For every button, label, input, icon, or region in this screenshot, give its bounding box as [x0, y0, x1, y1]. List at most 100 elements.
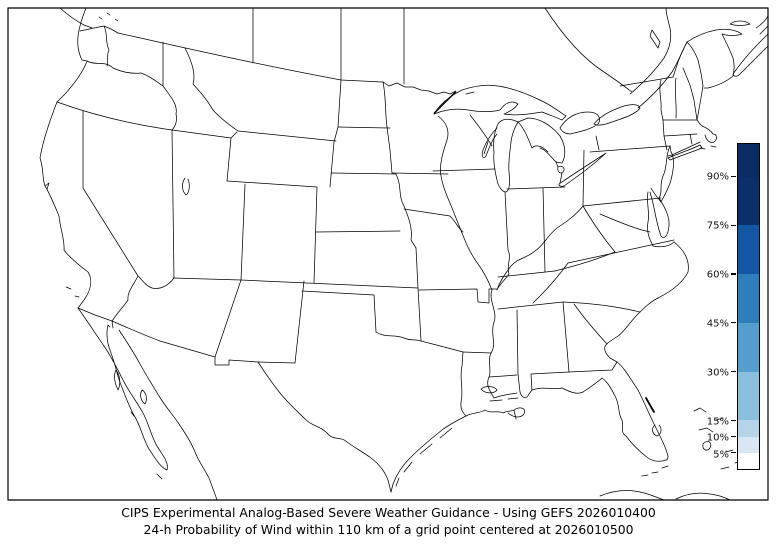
lake-pontchartrain — [480, 386, 498, 394]
border-alabama-florida — [530, 371, 570, 391]
border-arizona-mexico — [111, 320, 216, 358]
prince-edward-island — [729, 20, 751, 26]
colorbar-segment-10-15 — [738, 420, 759, 437]
delaware-bay — [650, 187, 662, 203]
colorbar-label-90: 90% — [706, 171, 729, 183]
midwest — [432, 91, 584, 399]
border-45th-parallel — [619, 76, 674, 87]
great-lakes — [433, 84, 641, 193]
probability-colorbar: 90% 75% 60% 45% 30% 15% 10% 5% — [707, 143, 760, 470]
new-jersey-coast — [660, 151, 674, 203]
caribbean — [599, 407, 743, 501]
mountain-west — [172, 47, 419, 364]
border-minnesota-wisconsin — [437, 115, 449, 141]
louisiana-coast — [465, 409, 515, 417]
plains-states — [301, 81, 498, 417]
gulf-islands — [489, 397, 519, 402]
colorbar-tick-15 — [731, 419, 736, 421]
border-illinois-indiana — [497, 191, 510, 289]
border-arkansas-louisiana — [462, 351, 492, 354]
colorbar-tick-30 — [731, 370, 736, 373]
baja-california-west-coast — [77, 307, 168, 471]
chesapeake-bay — [647, 191, 654, 247]
long-island — [667, 144, 703, 161]
colorbar-label-75: 75% — [706, 220, 729, 232]
border-42nd-parallel — [56, 101, 232, 139]
colorbar-segment-45-60 — [738, 274, 759, 323]
border-104w-meridian — [329, 79, 342, 188]
border-louisiana-mississippi — [488, 374, 518, 378]
colorbar-label-5: 5% — [713, 449, 729, 461]
virginia-capes-coast — [652, 241, 675, 248]
border-utah-colorado — [240, 183, 246, 281]
texas-mexico — [77, 307, 467, 501]
border-south-dakota-nebraska — [330, 172, 397, 175]
figure-caption: CIPS Experimental Analog-Based Severe We… — [0, 505, 777, 538]
colorbar-label-60: 60% — [706, 269, 729, 281]
border-washington-oregon — [86, 60, 164, 87]
lake-huron-east-shore — [527, 117, 566, 164]
border-california-arizona-river — [111, 275, 139, 322]
pacific-northwest — [56, 7, 232, 139]
border-wisconsin-illinois — [432, 168, 496, 172]
colorbar-segment-60-75 — [738, 225, 759, 274]
california-coast — [39, 101, 92, 309]
great-salt-lake — [182, 177, 190, 196]
border-vermont-new-hampshire — [674, 77, 677, 119]
upper-mississippi-river — [440, 139, 493, 291]
colorbar-tick-10 — [731, 435, 736, 438]
border-minnesota-canada — [382, 81, 457, 114]
border-michigan-indiana-ohio — [506, 186, 566, 190]
georgian-bay — [559, 111, 600, 135]
california-nevada — [39, 101, 175, 322]
delaware-river-border — [658, 145, 671, 199]
nantucket-marthas-vineyard — [699, 145, 717, 150]
outer-banks-coast — [604, 241, 689, 363]
border-37th-parallel — [172, 277, 419, 289]
border-mississippi-alabama — [516, 309, 521, 393]
lake-superior-north-shore — [433, 84, 567, 117]
gulf-of-california-islands — [114, 369, 163, 480]
border-virginia-north-carolina — [567, 239, 675, 264]
colorbar-label-45: 45% — [706, 318, 729, 330]
border-new-york-pennsylvania — [589, 145, 671, 153]
florida-gulf — [465, 361, 669, 477]
border-idaho-montana — [184, 47, 239, 132]
colorbar-tick-60 — [731, 273, 736, 275]
texas-barrier-islands — [395, 427, 453, 487]
border-minnesota-iowa — [391, 172, 449, 175]
border-texas-oklahoma-100w — [373, 294, 377, 333]
border-nevada-utah — [171, 129, 175, 279]
florida-panhandle-coast — [531, 387, 584, 394]
colorbar-segment-30-45 — [738, 322, 759, 372]
rio-grande — [257, 361, 392, 493]
border-rhode-island-connecticut — [689, 133, 693, 145]
channel-islands — [65, 286, 80, 298]
border-wisconsin-michigan — [469, 114, 493, 147]
st-lawrence-south-bank — [637, 41, 688, 109]
potomac-river — [599, 213, 651, 233]
mason-dixon-line — [582, 197, 662, 207]
cape-canaveral-barrier — [645, 397, 655, 413]
san-juan-islands — [98, 12, 119, 22]
border-texas-louisiana-sabine — [460, 351, 467, 417]
canada-borders — [117, 7, 769, 114]
border-minnesota-south-dakota — [386, 126, 393, 174]
border-new-mexico-mexico-bootheel — [214, 356, 259, 366]
washington-coast — [77, 7, 88, 62]
border-colorado-east — [313, 186, 318, 284]
border-new-hampshire-maine — [682, 67, 698, 121]
border-new-york-new-jersey — [669, 145, 672, 153]
border-tennessee-north-carolina — [532, 262, 569, 304]
colorbar-label-15: 15% — [706, 416, 729, 428]
isle-royale — [465, 91, 475, 95]
lake-champlain-border — [659, 79, 664, 121]
bahamas-islands — [693, 407, 743, 470]
border-west-virginia-virginia — [582, 205, 616, 253]
mexico-mainland-coast — [118, 329, 218, 501]
border-new-york-massachusetts — [662, 119, 668, 151]
lake-erie — [558, 152, 607, 187]
cape-breton-coast — [755, 15, 769, 35]
ohio-river — [496, 205, 584, 291]
